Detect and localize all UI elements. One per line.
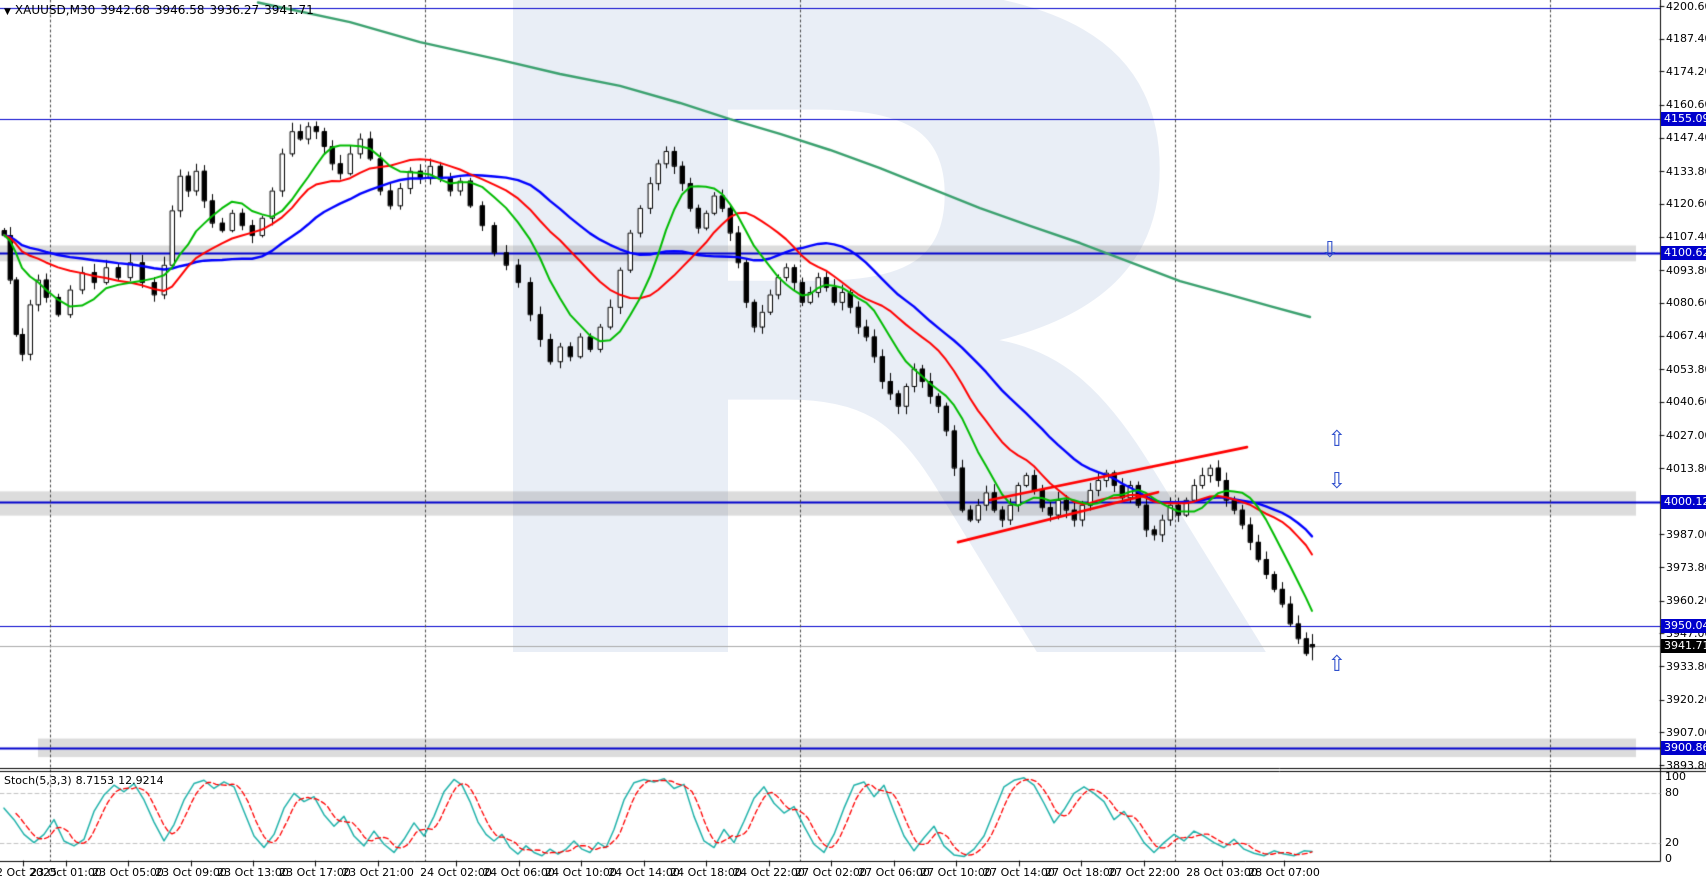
arrow-up-icon[interactable]: ⇧ <box>1327 652 1347 677</box>
date-label: 27 Oct 18:00 <box>1045 866 1117 879</box>
price-tick-label: 3933.80 <box>1666 659 1706 673</box>
low-value: 3936.27 <box>209 3 260 17</box>
date-label: 28 Oct 03:00 <box>1186 866 1258 879</box>
price-tick-label: 4027.00 <box>1666 428 1706 442</box>
price-tick-label: 4147.40 <box>1666 131 1706 145</box>
date-label: 24 Oct 10:00 <box>545 866 617 879</box>
symbol-ohlc-readout: ▼ XAUUSD,M30 3942.68 3946.58 3936.27 3941.71 <box>4 3 319 17</box>
price-tick-label: 4080.60 <box>1666 296 1706 310</box>
stochastic-name: Stoch(5,3,3) <box>4 774 72 787</box>
date-label: 27 Oct 06:00 <box>858 866 930 879</box>
price-tick-label: 4013.80 <box>1666 461 1706 475</box>
date-label: 23 Oct 09:00 <box>155 866 227 879</box>
stochastic-k-value: 8.7153 <box>75 774 115 787</box>
date-label: 24 Oct 06:00 <box>483 866 555 879</box>
date-label: 23 Oct 17:00 <box>279 866 351 879</box>
arrow-down-icon[interactable]: ⇩ <box>1327 469 1347 494</box>
price-tick-label: 4040.60 <box>1666 395 1706 409</box>
stochastic-d-value: 12.9214 <box>118 774 164 787</box>
date-label: 23 Oct 05:00 <box>92 866 164 879</box>
date-label: 27 Oct 02:00 <box>795 866 867 879</box>
price-tick-label: 4133.80 <box>1666 164 1706 178</box>
close-value: 3941.71 <box>264 3 314 17</box>
symbol-timeframe-label: XAUUSD,M30 <box>14 3 96 17</box>
stoch-tick-label: 20 <box>1665 835 1679 849</box>
symbol-dropdown-icon[interactable]: ▼ <box>4 7 11 17</box>
date-label: 23 Oct 13:00 <box>217 866 289 879</box>
price-tick-label: 3893.80 <box>1666 758 1706 772</box>
price-tick-label: 3920.20 <box>1666 693 1706 707</box>
price-tick-label: 4107.40 <box>1666 230 1706 244</box>
price-tick-label: 3973.80 <box>1666 560 1706 574</box>
price-tick-label: 4093.80 <box>1666 263 1706 277</box>
price-tick-label: 3960.20 <box>1666 594 1706 608</box>
stochastic-readout: Stoch(5,3,3) 8.7153 12.9214 <box>4 774 168 787</box>
date-label: 22 Oct 2025 <box>0 866 58 879</box>
price-tick-label: 3907.00 <box>1666 725 1706 739</box>
stoch-tick-label: 0 <box>1665 852 1672 865</box>
hline-price-label: 3950.04 <box>1661 618 1706 633</box>
date-label: 23 Oct 21:00 <box>342 866 414 879</box>
price-tick-label: 4187.40 <box>1666 32 1706 46</box>
price-tick-label: 3987.00 <box>1666 527 1706 541</box>
arrow-down-icon[interactable]: ⇩ <box>1320 238 1340 263</box>
hline-price-label: 4155.09 <box>1661 111 1706 126</box>
current-price-label: 3941.71 <box>1661 639 1706 654</box>
price-tick-label: 4120.60 <box>1666 197 1706 211</box>
date-label: 24 Oct 18:00 <box>670 866 742 879</box>
arrow-up-icon[interactable]: ⇧ <box>1327 427 1347 452</box>
stoch-tick-label: 100 <box>1665 770 1686 783</box>
hline-price-label: 4100.62 <box>1661 246 1706 261</box>
date-label: 27 Oct 22:00 <box>1108 866 1180 879</box>
price-tick-label: 4053.80 <box>1666 362 1706 376</box>
price-tick-label: 4067.40 <box>1666 329 1706 343</box>
date-label: 27 Oct 10:00 <box>920 866 992 879</box>
date-label: 24 Oct 22:00 <box>733 866 805 879</box>
hline-price-label: 4000.12 <box>1661 494 1706 509</box>
date-label: 23 Oct 01:00 <box>30 866 102 879</box>
price-tick-label: 4160.60 <box>1666 98 1706 112</box>
stoch-tick-label: 80 <box>1665 786 1679 800</box>
high-value: 3946.58 <box>154 3 205 17</box>
date-label: 24 Oct 14:00 <box>608 866 680 879</box>
price-tick-label: 4200.60 <box>1666 0 1706 13</box>
date-label: 28 Oct 07:00 <box>1248 866 1320 879</box>
open-value: 3942.68 <box>100 3 150 17</box>
date-label: 27 Oct 14:00 <box>983 866 1055 879</box>
price-tick-label: 4174.20 <box>1666 64 1706 78</box>
date-label: 24 Oct 02:00 <box>420 866 492 879</box>
hline-price-label: 3900.86 <box>1661 740 1706 755</box>
